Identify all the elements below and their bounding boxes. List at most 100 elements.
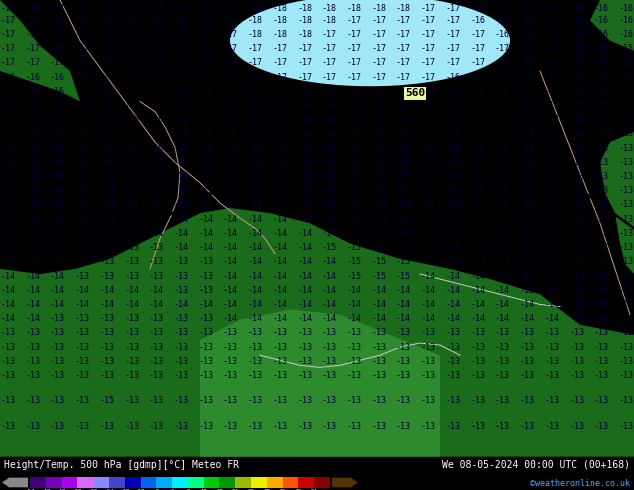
Text: -17: -17 <box>100 44 114 53</box>
Text: -15: -15 <box>569 73 584 82</box>
Text: -13: -13 <box>297 328 312 338</box>
Text: -8: -8 <box>153 489 160 490</box>
Text: -13: -13 <box>520 257 534 267</box>
Text: -13: -13 <box>174 343 188 352</box>
Text: -14: -14 <box>50 186 65 196</box>
Text: -13: -13 <box>569 243 584 252</box>
Text: -14: -14 <box>421 243 436 252</box>
Text: -14: -14 <box>446 186 460 196</box>
Text: -13: -13 <box>124 343 139 352</box>
Text: -16: -16 <box>322 129 337 139</box>
Text: -15: -15 <box>619 44 633 53</box>
Text: -17: -17 <box>421 3 436 13</box>
Text: -13: -13 <box>1 243 15 252</box>
Text: 48: 48 <box>295 489 302 490</box>
Text: -16: -16 <box>273 129 287 139</box>
Text: -13: -13 <box>495 422 510 431</box>
Text: -13: -13 <box>1 357 15 366</box>
Text: -15: -15 <box>372 243 386 252</box>
Text: -13: -13 <box>322 343 337 352</box>
Text: -16: -16 <box>372 129 386 139</box>
Text: -13: -13 <box>520 286 534 295</box>
Text: -13: -13 <box>619 396 633 405</box>
Text: -16: -16 <box>25 87 40 96</box>
Text: -17: -17 <box>322 44 337 53</box>
Text: -17: -17 <box>149 30 164 39</box>
Text: -13: -13 <box>569 172 584 181</box>
Text: -14: -14 <box>25 286 40 295</box>
Text: -15: -15 <box>520 87 534 96</box>
Text: -13: -13 <box>1 396 15 405</box>
Text: -15: -15 <box>149 172 164 181</box>
Text: -14: -14 <box>248 200 262 210</box>
Text: -17: -17 <box>75 44 89 53</box>
Text: -15: -15 <box>545 101 559 110</box>
Text: -13: -13 <box>149 396 164 405</box>
Bar <box>314 477 330 488</box>
Text: -14: -14 <box>421 186 436 196</box>
Text: -13: -13 <box>421 371 436 380</box>
Text: -17: -17 <box>100 58 114 68</box>
Text: -15: -15 <box>25 115 40 124</box>
Text: -14: -14 <box>446 314 460 323</box>
Text: -13: -13 <box>100 343 114 352</box>
Text: -14: -14 <box>223 300 238 309</box>
Text: -14: -14 <box>396 215 411 224</box>
Text: -15: -15 <box>470 144 485 153</box>
Text: -13: -13 <box>100 328 114 338</box>
Text: -16: -16 <box>545 30 559 39</box>
Text: -18: -18 <box>149 3 164 13</box>
Text: 30: 30 <box>247 489 255 490</box>
Text: -15: -15 <box>100 129 114 139</box>
Text: -15: -15 <box>297 186 312 196</box>
Text: -14: -14 <box>470 314 485 323</box>
Text: -15: -15 <box>124 172 139 181</box>
Text: -13: -13 <box>149 371 164 380</box>
Text: -13: -13 <box>1 257 15 267</box>
Text: -17: -17 <box>75 58 89 68</box>
Text: -13: -13 <box>25 422 40 431</box>
Text: -17: -17 <box>100 73 114 82</box>
Text: -15: -15 <box>470 115 485 124</box>
Text: -13: -13 <box>174 371 188 380</box>
Text: -17: -17 <box>75 30 89 39</box>
Text: -16: -16 <box>520 73 534 82</box>
Text: -13: -13 <box>446 357 460 366</box>
Text: -14: -14 <box>297 200 312 210</box>
Text: -16: -16 <box>174 101 188 110</box>
Text: -14: -14 <box>619 286 633 295</box>
Text: -14: -14 <box>545 314 559 323</box>
Text: -17: -17 <box>470 30 485 39</box>
Text: -14: -14 <box>223 257 238 267</box>
Text: -16: -16 <box>372 115 386 124</box>
Text: -13: -13 <box>50 371 65 380</box>
Text: -17: -17 <box>396 16 411 25</box>
Text: -15: -15 <box>50 158 65 167</box>
Text: -16: -16 <box>347 115 361 124</box>
Text: -13: -13 <box>594 422 609 431</box>
Bar <box>30 477 46 488</box>
Text: -18: -18 <box>297 3 312 13</box>
Text: -15: -15 <box>322 243 337 252</box>
Text: -13: -13 <box>174 286 188 295</box>
Text: -13: -13 <box>396 422 411 431</box>
Text: -13: -13 <box>619 172 633 181</box>
Text: -16: -16 <box>322 101 337 110</box>
Text: -17: -17 <box>347 30 361 39</box>
Bar <box>172 477 188 488</box>
Text: -14: -14 <box>372 229 386 238</box>
Text: -15: -15 <box>124 129 139 139</box>
Text: -14: -14 <box>372 300 386 309</box>
Text: -13: -13 <box>569 215 584 224</box>
Text: -13: -13 <box>124 396 139 405</box>
Text: -13: -13 <box>50 357 65 366</box>
Text: -17: -17 <box>322 87 337 96</box>
Text: -15: -15 <box>594 73 609 82</box>
Text: -13: -13 <box>223 422 238 431</box>
Text: 560: 560 <box>405 88 425 98</box>
Text: -14: -14 <box>619 271 633 281</box>
Text: -14: -14 <box>520 144 534 153</box>
Text: -15: -15 <box>569 101 584 110</box>
Text: -17: -17 <box>421 73 436 82</box>
Text: -14: -14 <box>297 257 312 267</box>
